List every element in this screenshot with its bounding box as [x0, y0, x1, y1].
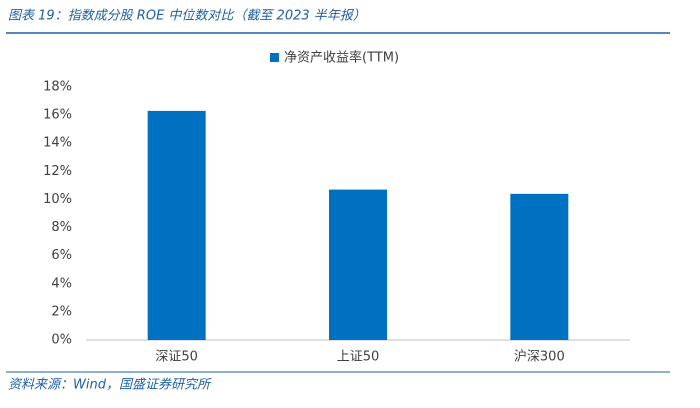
y-tick-label: 18%	[43, 80, 72, 95]
x-tick-label: 沪深300	[514, 349, 565, 365]
y-tick-label: 14%	[43, 136, 72, 151]
y-tick-label: 12%	[43, 164, 72, 179]
x-tick-label: 深证50	[155, 350, 198, 365]
bar	[147, 110, 206, 341]
y-tick-label: 16%	[43, 108, 72, 123]
y-tick-label: 10%	[43, 192, 72, 207]
page-title: 图表 19：指数成分股 ROE 中位数对比（截至 2023 半年报）	[8, 8, 366, 24]
legend-swatch	[270, 53, 279, 62]
y-tick-label: 4%	[51, 276, 72, 291]
y-tick-label: 8%	[51, 220, 72, 235]
legend-label: 净资产收益率(TTM)	[284, 50, 399, 66]
source-note: 资料来源：Wind，国盛证券研究所	[8, 377, 212, 393]
y-tick-label: 6%	[51, 248, 72, 263]
bar	[329, 189, 387, 340]
y-tick-label: 2%	[51, 304, 72, 319]
bar	[510, 193, 569, 340]
x-tick-label: 上证50	[337, 350, 380, 365]
y-tick-label: 0%	[51, 333, 72, 348]
